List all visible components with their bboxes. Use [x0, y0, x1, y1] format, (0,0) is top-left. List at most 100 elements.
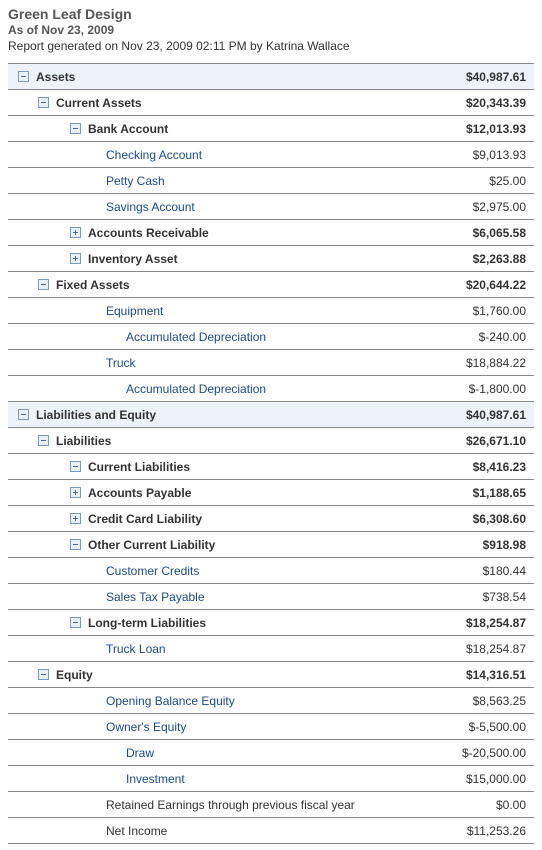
report-row[interactable]: Investment$15,000.00: [8, 766, 534, 792]
row-label[interactable]: Savings Account: [106, 200, 436, 214]
row-label: Accounts Payable: [88, 486, 436, 500]
expand-icon[interactable]: [68, 252, 82, 266]
report-row[interactable]: Credit Card Liability$6,308.60: [8, 506, 534, 532]
row-amount: $18,884.22: [436, 356, 526, 370]
icon-spacer: [86, 590, 100, 604]
row-amount: $18,254.87: [436, 616, 526, 630]
row-label[interactable]: Sales Tax Payable: [106, 590, 436, 604]
row-amount: $-1,800.00: [436, 382, 526, 396]
row-label: Net Income: [106, 824, 436, 838]
icon-spacer: [86, 824, 100, 838]
collapse-icon[interactable]: [68, 122, 82, 136]
report-row[interactable]: Long-term Liabilities$18,254.87: [8, 610, 534, 636]
collapse-icon[interactable]: [36, 278, 50, 292]
row-label[interactable]: Equipment: [106, 304, 436, 318]
report-row[interactable]: Equity$14,316.51: [8, 662, 534, 688]
icon-spacer: [86, 642, 100, 656]
report-row[interactable]: Opening Balance Equity$8,563.25: [8, 688, 534, 714]
row-amount: $8,563.25: [436, 694, 526, 708]
row-label[interactable]: Owner's Equity: [106, 720, 436, 734]
row-amount: $-240.00: [436, 330, 526, 344]
icon-spacer: [86, 174, 100, 188]
report-row[interactable]: Owner's Equity$-5,500.00: [8, 714, 534, 740]
row-label[interactable]: Customer Credits: [106, 564, 436, 578]
row-label[interactable]: Checking Account: [106, 148, 436, 162]
row-label[interactable]: Accumulated Depreciation: [126, 330, 436, 344]
row-label: Current Assets: [56, 96, 436, 110]
row-amount: $20,343.39: [436, 96, 526, 110]
row-amount: $9,013.93: [436, 148, 526, 162]
row-label[interactable]: Investment: [126, 772, 436, 786]
row-label: Bank Account: [88, 122, 436, 136]
report-row[interactable]: Petty Cash$25.00: [8, 168, 534, 194]
report-row[interactable]: Inventory Asset$2,263.88: [8, 246, 534, 272]
row-label: Long-term Liabilities: [88, 616, 436, 630]
row-amount: $12,013.93: [436, 122, 526, 136]
report-row[interactable]: Liabilities$26,671.10: [8, 428, 534, 454]
icon-spacer: [86, 720, 100, 734]
row-amount: $40,987.61: [436, 70, 526, 84]
row-label[interactable]: Accumulated Depreciation: [126, 382, 436, 396]
row-amount: $-20,500.00: [436, 746, 526, 760]
collapse-icon[interactable]: [36, 96, 50, 110]
collapse-icon[interactable]: [68, 616, 82, 630]
row-label: Equity: [56, 668, 436, 682]
collapse-icon[interactable]: [68, 460, 82, 474]
report-row[interactable]: Current Liabilities$8,416.23: [8, 454, 534, 480]
row-label[interactable]: Opening Balance Equity: [106, 694, 436, 708]
report-row[interactable]: Draw$-20,500.00: [8, 740, 534, 766]
expand-icon[interactable]: [68, 486, 82, 500]
row-label: Assets: [36, 70, 436, 84]
collapse-icon[interactable]: [16, 70, 30, 84]
row-label[interactable]: Truck: [106, 356, 436, 370]
row-amount: $918.98: [436, 538, 526, 552]
row-label: Fixed Assets: [56, 278, 436, 292]
report-row[interactable]: Other Current Liability$918.98: [8, 532, 534, 558]
expand-icon[interactable]: [68, 512, 82, 526]
icon-spacer: [86, 694, 100, 708]
row-label: Liabilities: [56, 434, 436, 448]
row-amount: $1,188.65: [436, 486, 526, 500]
row-label[interactable]: Draw: [126, 746, 436, 760]
report-row[interactable]: Equipment$1,760.00: [8, 298, 534, 324]
row-amount: $11,253.26: [436, 824, 526, 838]
report-generated: Report generated on Nov 23, 2009 02:11 P…: [8, 39, 534, 53]
report-row[interactable]: Fixed Assets$20,644.22: [8, 272, 534, 298]
row-label[interactable]: Truck Loan: [106, 642, 436, 656]
row-label[interactable]: Petty Cash: [106, 174, 436, 188]
report-row[interactable]: Customer Credits$180.44: [8, 558, 534, 584]
row-label: Retained Earnings through previous fisca…: [106, 798, 436, 812]
report-row[interactable]: Truck$18,884.22: [8, 350, 534, 376]
balance-sheet-table: Assets$40,987.61Current Assets$20,343.39…: [8, 63, 534, 844]
row-label: Accounts Receivable: [88, 226, 436, 240]
row-amount: $26,671.10: [436, 434, 526, 448]
row-amount: $14,316.51: [436, 668, 526, 682]
report-row[interactable]: Accounts Payable$1,188.65: [8, 480, 534, 506]
report-row[interactable]: Accumulated Depreciation$-240.00: [8, 324, 534, 350]
row-amount: $18,254.87: [436, 642, 526, 656]
report-row[interactable]: Savings Account$2,975.00: [8, 194, 534, 220]
collapse-icon[interactable]: [36, 434, 50, 448]
report-row[interactable]: Truck Loan$18,254.87: [8, 636, 534, 662]
row-amount: $1,760.00: [436, 304, 526, 318]
report-row[interactable]: Checking Account$9,013.93: [8, 142, 534, 168]
row-label: Inventory Asset: [88, 252, 436, 266]
row-amount: $6,065.58: [436, 226, 526, 240]
expand-icon[interactable]: [68, 226, 82, 240]
row-label: Liabilities and Equity: [36, 408, 436, 422]
report-row[interactable]: Accumulated Depreciation$-1,800.00: [8, 376, 534, 402]
collapse-icon[interactable]: [16, 408, 30, 422]
report-row[interactable]: Current Assets$20,343.39: [8, 90, 534, 116]
icon-spacer: [86, 148, 100, 162]
collapse-icon[interactable]: [36, 668, 50, 682]
report-row[interactable]: Sales Tax Payable$738.54: [8, 584, 534, 610]
report-row[interactable]: Accounts Receivable$6,065.58: [8, 220, 534, 246]
row-amount: $2,975.00: [436, 200, 526, 214]
report-row: Net Income$11,253.26: [8, 818, 534, 844]
row-label: Credit Card Liability: [88, 512, 436, 526]
collapse-icon[interactable]: [68, 538, 82, 552]
report-row[interactable]: Assets$40,987.61: [8, 64, 534, 90]
report-row[interactable]: Bank Account$12,013.93: [8, 116, 534, 142]
report-row: Retained Earnings through previous fisca…: [8, 792, 534, 818]
report-row[interactable]: Liabilities and Equity$40,987.61: [8, 402, 534, 428]
